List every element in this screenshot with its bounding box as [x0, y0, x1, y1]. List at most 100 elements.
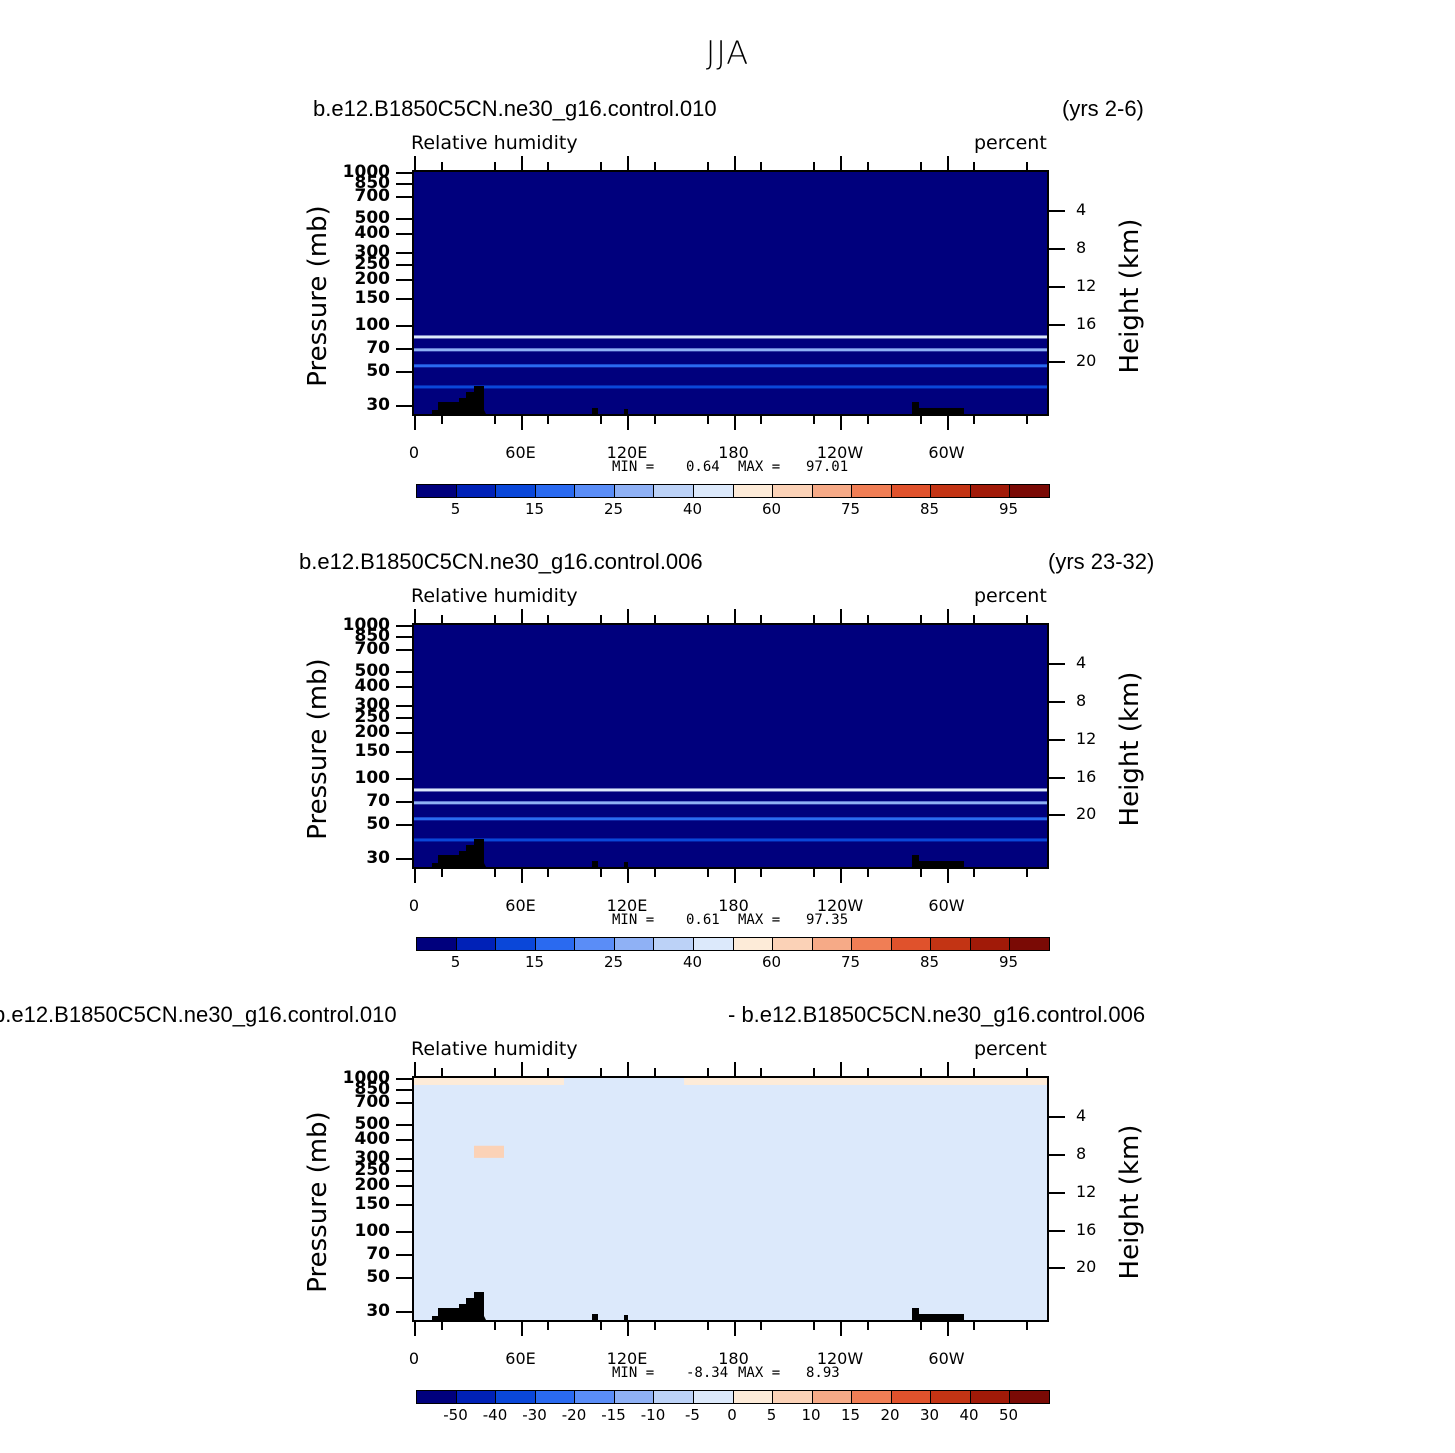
colorbar-box [733, 485, 774, 497]
colorbar-box [812, 1391, 853, 1403]
pressure-tick-label: 700 [354, 1091, 391, 1112]
longitude-tick [840, 1322, 842, 1336]
longitude-minor-tick [653, 162, 656, 170]
colorbar-box [614, 485, 655, 497]
colorbar-box [654, 1391, 694, 1403]
longitude-tick-label: 120E [606, 1349, 648, 1368]
colorbar-box [773, 1391, 813, 1403]
colorbar-label: 5 [450, 500, 461, 518]
contour-fill [414, 817, 1047, 821]
pressure-tick [396, 1169, 412, 1172]
pressure-tick [396, 348, 412, 351]
pressure-tick [396, 777, 412, 780]
pressure-tick [396, 635, 412, 638]
longitude-tick-label: 60E [505, 1349, 536, 1368]
longitude-tick-label: 60W [928, 1349, 965, 1368]
colorbar-box [812, 938, 853, 950]
topography [624, 409, 628, 414]
colorbar-label: 10 [801, 1406, 821, 1424]
period-label: (yrs 23-32) [1048, 549, 1155, 574]
height-tick [1049, 1153, 1065, 1156]
pressure-tick [396, 1310, 412, 1313]
colorbar-label: 85 [919, 500, 940, 518]
colorbar-label: 40 [959, 1406, 979, 1424]
min-label: MIN = [612, 459, 655, 475]
longitude-minor-tick [973, 869, 976, 877]
longitude-tick-label: 120W [816, 1349, 864, 1368]
colorbar-box [931, 938, 971, 950]
pressure-tick-label: 70 [366, 1244, 390, 1265]
colorbar-box [852, 938, 892, 950]
pressure-tick-label: 30 [366, 394, 390, 415]
longitude-tick [414, 156, 416, 170]
pressure-tick [396, 801, 412, 804]
pressure-tick-label: 700 [354, 638, 391, 659]
longitude-tick-label: 120W [816, 896, 864, 915]
longitude-minor-tick [493, 615, 496, 623]
min-label: MIN = [612, 1365, 655, 1381]
longitude-minor-tick [547, 615, 550, 623]
longitude-tick [520, 609, 523, 623]
colorbar-label: 15 [840, 1406, 861, 1424]
pressure-tick [396, 1088, 412, 1091]
longitude-tick [946, 1062, 949, 1076]
longitude-tick [946, 609, 949, 623]
pressure-tick-label: 70 [366, 791, 390, 812]
panel-control-006: b.e12.B1850C5CN.ne30_g16.control.006 (yr… [0, 547, 1455, 1000]
longitude-minor-tick [706, 1068, 709, 1076]
height-tick-label: 8 [1076, 690, 1087, 710]
colorbar-box [852, 485, 892, 497]
colorbar-label: 25 [603, 953, 624, 971]
longitude-minor-tick [866, 1068, 869, 1076]
colorbar-box [535, 938, 576, 950]
longitude-minor-tick [866, 416, 869, 424]
height-axis-title: Height (km) [1115, 218, 1145, 374]
min-value: -8.34 [686, 1365, 729, 1381]
longitude-tick-label: 120E [606, 443, 648, 462]
longitude-minor-tick [760, 162, 763, 170]
height-tick [1049, 285, 1065, 288]
colorbar-label: 25 [603, 500, 624, 518]
pressure-tick [396, 704, 412, 707]
colorbar-label: 50 [998, 1406, 1019, 1424]
longitude-minor-tick [760, 416, 763, 424]
contour-fill [474, 1145, 504, 1158]
longitude-minor-tick [600, 869, 603, 877]
pressure-tick [396, 297, 412, 300]
colorbar-label: 30 [919, 1406, 940, 1424]
contour-fill [414, 364, 1047, 368]
colorbar-box [654, 938, 694, 950]
pressure-tick-label: 700 [354, 185, 391, 206]
longitude-tick [414, 1062, 416, 1076]
longitude-minor-tick [813, 162, 816, 170]
longitude-tick [520, 869, 523, 883]
pressure-tick [396, 823, 412, 826]
longitude-minor-tick [760, 615, 763, 623]
pressure-tick [396, 1254, 412, 1257]
colorbar-box [417, 1391, 457, 1403]
longitude-minor-tick [653, 1322, 656, 1330]
units-label: percent [974, 585, 1047, 607]
colorbar-box [773, 485, 813, 497]
longitude-minor-tick [706, 1322, 709, 1330]
longitude-minor-tick [653, 1068, 656, 1076]
topography [624, 1315, 628, 1320]
height-tick-label: 20 [1076, 351, 1097, 371]
longitude-tick [520, 156, 523, 170]
longitude-minor-tick [440, 1068, 443, 1076]
longitude-minor-tick [600, 615, 603, 623]
colorbar-box [496, 1391, 536, 1403]
height-tick-label: 12 [1076, 1181, 1097, 1201]
panel-control-010: b.e12.B1850C5CN.ne30_g16.control.010 (yr… [0, 94, 1455, 547]
longitude-tick [627, 416, 629, 430]
longitude-minor-tick [600, 162, 603, 170]
longitude-tick-label: 0 [408, 896, 420, 915]
colorbar-box [575, 1391, 615, 1403]
pressure-tick [396, 172, 412, 174]
longitude-minor-tick [973, 1068, 976, 1076]
longitude-minor-tick [1026, 1068, 1029, 1076]
colorbar-label: -15 [601, 1406, 626, 1424]
longitude-tick [946, 156, 949, 170]
pressure-tick-label: 850 [354, 1078, 391, 1099]
longitude-tick-label: 180 [718, 1349, 749, 1368]
